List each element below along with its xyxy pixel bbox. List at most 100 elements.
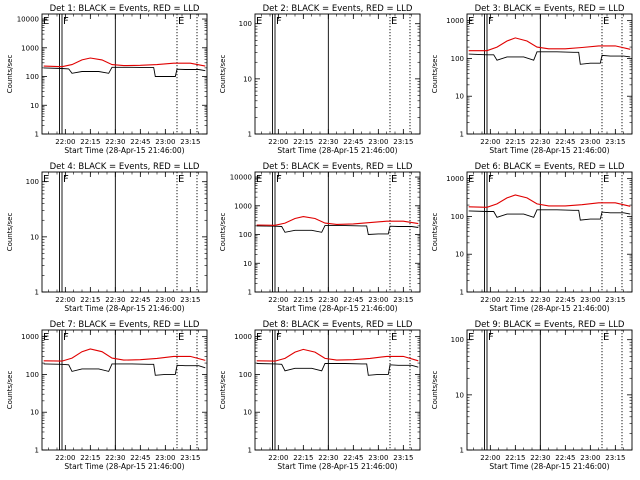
panel-title: Det 7: BLACK = Events, RED = LLD [50,320,200,330]
y-axis-label: Counts/sec [431,213,439,252]
y-tick-label: 1 [35,131,39,139]
x-tick-label: 22:15 [80,296,100,304]
y-tick-label: 1 [460,447,464,455]
marker-label: E [468,174,474,185]
x-tick-label: 23:00 [580,138,600,146]
x-tick-label: 22:45 [343,454,363,462]
marker-label: E [256,174,262,185]
detector-panel: Det 9: BLACK = Events, RED = LLD 1 10 100 Co… [431,320,633,471]
y-axis-label: Counts/sec [6,55,14,94]
x-tick-label: 22:00 [480,454,500,462]
plot-frame [466,171,633,293]
marker-label: E [43,174,49,185]
x-tick-label: 22:30 [530,296,550,304]
marker-label: E [603,332,609,343]
x-tick-label: 22:45 [555,454,575,462]
panel-title: Det 4: BLACK = Events, RED = LLD [50,162,200,172]
y-tick-label: 10 [30,102,39,110]
panel-title: Det 1: BLACK = Events, RED = LLD [50,4,200,14]
y-tick-label: 1 [35,289,39,297]
marker-label: E [391,174,397,185]
x-tick-label: 22:00 [480,138,500,146]
detector-panel: Det 3: BLACK = Events, RED = LLD 1 10 100 10… [431,4,633,155]
x-tick-label: 22:45 [343,296,363,304]
x-tick-label: 23:00 [155,296,175,304]
y-tick-label: 100 [239,371,252,379]
detector-panel: Det 6: BLACK = Events, RED = LLD 1 10 100 10… [431,162,633,313]
y-tick-label: 1000 [21,44,39,52]
detector-panel: Det 4: BLACK = Events, RED = LLD 1 10 100 Co… [6,162,208,313]
marker-label: E [178,332,184,343]
series-line-events [43,363,206,376]
detector-panel: Det 2: BLACK = Events, RED = LLD 1 10 100 Co… [219,4,421,155]
x-tick-label: 22:30 [105,138,125,146]
x-tick-label: 23:15 [605,138,625,146]
y-tick-label: 100 [451,213,464,221]
marker-label: F [63,16,69,27]
detector-panel: Det 8: BLACK = Events, RED = LLD 1 10 100 10… [219,320,421,471]
y-tick-label: 10 [455,93,464,101]
x-tick-label: 23:15 [180,138,200,146]
y-tick-label: 10 [30,233,39,241]
x-tick-label: 22:45 [130,296,150,304]
plot-frame [466,329,633,451]
y-tick-label: 1 [460,131,464,139]
x-tick-label: 23:00 [155,454,175,462]
y-tick-label: 1000 [234,202,252,210]
y-tick-label: 10000 [17,16,39,24]
panel-title: Det 2: BLACK = Events, RED = LLD [263,4,413,14]
y-axis-label: Counts/sec [431,55,439,94]
plot-frame [254,13,421,135]
plot-frame [466,13,633,135]
series-line-events [256,225,419,235]
x-tick-label: 22:45 [555,296,575,304]
marker-label: E [43,16,49,27]
y-axis-label: Counts/sec [6,213,14,252]
y-tick-label: 10 [455,391,464,399]
x-tick-label: 22:30 [530,138,550,146]
y-axis-label: Counts/sec [431,371,439,410]
panel-title: Det 3: BLACK = Events, RED = LLD [475,4,625,14]
marker-label: E [43,332,49,343]
marker-label: E [603,174,609,185]
x-tick-label: 22:00 [268,138,288,146]
x-axis-label: Start Time (28-Apr-15 21:46:00) [64,146,184,155]
y-tick-label: 10 [30,409,39,417]
y-tick-label: 1 [460,289,464,297]
series-line-lld [256,348,419,362]
x-tick-label: 22:30 [318,454,338,462]
marker-label: E [256,16,262,27]
x-axis-label: Start Time (28-Apr-15 21:46:00) [277,304,397,313]
marker-label: E [468,332,474,343]
x-tick-label: 22:45 [130,454,150,462]
y-tick-label: 100 [239,231,252,239]
y-tick-label: 100 [26,178,39,186]
marker-label: F [63,332,69,343]
x-tick-label: 23:15 [393,454,413,462]
x-tick-label: 22:15 [505,138,525,146]
marker-label: F [276,16,282,27]
y-tick-label: 100 [451,55,464,63]
x-tick-label: 22:00 [268,296,288,304]
series-line-events [43,66,206,77]
series-line-lld [43,348,206,362]
marker-label: E [391,16,397,27]
marker-label: E [391,332,397,343]
y-axis-label: Counts/sec [6,371,14,410]
x-tick-label: 23:00 [368,138,388,146]
marker-label: F [63,174,69,185]
x-tick-label: 22:30 [318,296,338,304]
y-tick-label: 1 [35,447,39,455]
x-tick-label: 22:15 [80,138,100,146]
marker-label: F [488,16,494,27]
panel-title: Det 6: BLACK = Events, RED = LLD [475,162,625,172]
y-tick-label: 10 [243,260,252,268]
marker-label: E [178,16,184,27]
x-tick-label: 23:15 [605,296,625,304]
x-tick-label: 22:00 [55,454,75,462]
y-tick-label: 1 [248,447,252,455]
x-tick-label: 22:30 [318,138,338,146]
x-tick-label: 23:00 [368,296,388,304]
panel-title: Det 9: BLACK = Events, RED = LLD [475,320,625,330]
y-tick-label: 10 [455,251,464,259]
